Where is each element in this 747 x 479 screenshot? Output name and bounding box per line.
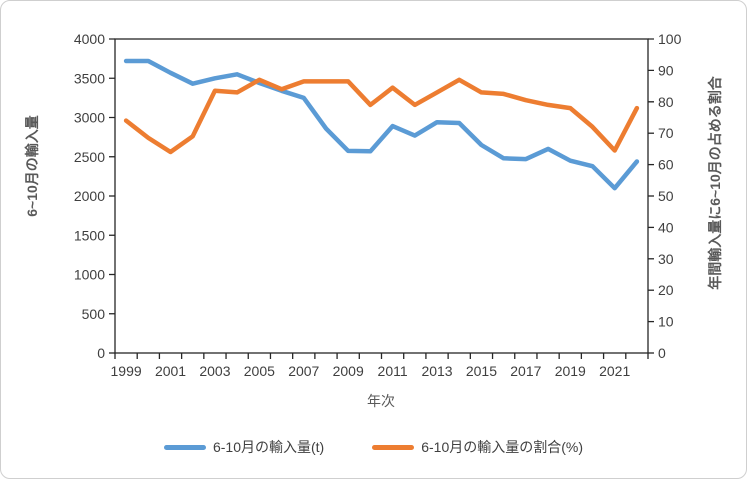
y-axis-tick-label-left: 500 (82, 306, 106, 322)
y-axis-tick-label-right: 20 (658, 282, 674, 298)
y-axis-tick-label-right: 10 (658, 314, 674, 330)
y-axis-tick-label-right: 70 (658, 125, 674, 141)
x-axis-tick-label: 2015 (466, 363, 497, 379)
x-axis-tick-label: 2021 (599, 363, 630, 379)
x-axis-title: 年次 (367, 393, 395, 409)
y-axis-tick-label-right: 60 (658, 157, 674, 173)
y-axis-tick-label-right: 80 (658, 94, 674, 110)
x-axis-tick-label: 2001 (155, 363, 186, 379)
y-axis-tick-label-left: 2500 (74, 149, 105, 165)
legend: 6-10月の輸入量(t) 6-10月の輸入量の割合(%) (1, 437, 746, 457)
y-axis-tick-label-right: 100 (658, 31, 682, 47)
x-axis-tick-label: 2007 (288, 363, 319, 379)
legend-item-ratio: 6-10月の輸入量の割合(%) (372, 437, 583, 457)
x-axis-tick-label: 2009 (333, 363, 364, 379)
y-axis-tick-label-left: 3500 (74, 70, 105, 86)
y-axis-tick-label-left: 3000 (74, 110, 105, 126)
series-line-imports (123, 58, 640, 191)
x-axis-tick-label: 2017 (510, 363, 541, 379)
legend-label-imports: 6-10月の輸入量(t) (212, 439, 325, 455)
plot-border (114, 38, 649, 354)
x-axis-tick-label: 2011 (378, 363, 408, 379)
y-axis-tick-label-left: 4000 (74, 31, 105, 47)
y-axis-tick-label-left: 1000 (74, 267, 105, 283)
y-axis-tick-label-right: 40 (658, 219, 674, 235)
legend-label-ratio: 6-10月の輸入量の割合(%) (421, 439, 584, 455)
x-axis-tick-label: 1999 (111, 363, 142, 379)
y-axis-tick-label-right: 30 (658, 251, 674, 267)
y-axis-tick-label-left: 0 (97, 345, 105, 361)
series-line-ratio (123, 77, 640, 155)
right-axis-title: 年間輸入量に6~10月の占める割合 (707, 76, 723, 290)
y-axis-tick-label-right: 0 (658, 345, 666, 361)
legend-swatch-blue-line (163, 444, 206, 450)
y-axis-tick-label-left: 2000 (74, 188, 105, 204)
y-axis-tick-label-right: 90 (658, 62, 674, 78)
legend-item-imports: 6-10月の輸入量(t) (163, 437, 325, 457)
left-axis-title: 6~10月の輸入量 (24, 115, 40, 217)
x-axis-tick-label: 2003 (199, 363, 230, 379)
x-axis-tick-label: 2019 (555, 363, 586, 379)
x-axis-tick-label: 2005 (244, 363, 275, 379)
x-axis-tick-label: 2013 (421, 363, 452, 379)
y-axis-tick-label-right: 50 (658, 188, 674, 204)
y-axis-tick-label-left: 1500 (74, 227, 105, 243)
legend-swatch-orange-line (372, 444, 415, 450)
